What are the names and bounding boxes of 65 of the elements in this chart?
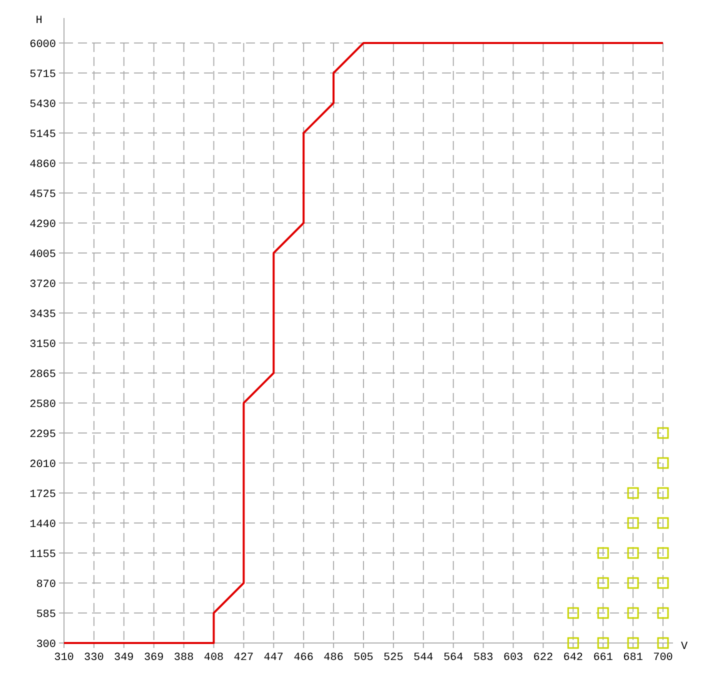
x-tick-label: 544	[413, 652, 434, 664]
x-tick-label: 681	[623, 652, 644, 664]
y-tick-label: 585	[36, 609, 56, 621]
x-tick-label: 310	[54, 652, 74, 664]
y-tick-label: 4575	[30, 189, 56, 201]
y-tick-label: 4290	[30, 219, 56, 231]
point	[597, 547, 609, 559]
x-tick-label: 525	[384, 652, 404, 664]
point	[657, 547, 669, 559]
y-tick-label: 6000	[30, 39, 56, 51]
x-axis-title: V	[681, 641, 688, 653]
x-tick-label: 349	[114, 652, 134, 664]
point	[627, 517, 639, 529]
point	[627, 577, 639, 589]
x-tick-label: 603	[503, 652, 524, 664]
point	[657, 487, 669, 499]
y-axis-title: H	[36, 15, 42, 27]
y-tick-label: 2010	[30, 459, 56, 471]
y-tick-label: 1725	[30, 489, 56, 501]
y-tick-label: 3150	[30, 339, 56, 351]
x-tick-label: 486	[324, 652, 344, 664]
x-tick-label: 700	[653, 652, 673, 664]
point	[567, 607, 579, 619]
point	[657, 457, 669, 469]
y-tick-label: 5715	[30, 69, 56, 81]
y-tick-label: 3435	[30, 309, 56, 321]
y-tick-label: 1440	[30, 519, 56, 531]
x-tick-label: 642	[563, 652, 584, 664]
x-tick-label: 466	[294, 652, 314, 664]
point	[657, 577, 669, 589]
x-tick-label: 583	[473, 652, 494, 664]
y-tick-label: 2295	[30, 429, 56, 441]
x-tick-label: 330	[84, 652, 104, 664]
point	[627, 607, 639, 619]
y-tick-label: 5430	[30, 99, 56, 111]
y-tick-label: 3720	[30, 279, 56, 291]
x-tick-label: 369	[144, 652, 164, 664]
point	[627, 487, 639, 499]
y-tick-label: 4005	[30, 249, 56, 261]
point	[657, 637, 669, 649]
point	[597, 637, 609, 649]
point	[597, 577, 609, 589]
point	[657, 607, 669, 619]
y-tick-label: 1155	[30, 549, 56, 561]
y-tick-label: 300	[36, 639, 56, 651]
line-series	[63, 42, 664, 644]
x-tick-label: 388	[174, 652, 194, 664]
x-tick-label: 661	[593, 652, 614, 664]
x-tick-label: 622	[533, 652, 554, 664]
x-tick-label: 564	[443, 652, 464, 664]
point	[627, 637, 639, 649]
y-tick-label: 4860	[30, 159, 56, 171]
x-tick-label: 408	[204, 652, 224, 664]
x-tick-label: 447	[264, 652, 284, 664]
point	[627, 547, 639, 559]
point	[567, 637, 579, 649]
y-tick-label: 2865	[30, 369, 56, 381]
x-tick-label: 505	[354, 652, 374, 664]
x-tick-label: 427	[234, 652, 254, 664]
y-tick-label: 5145	[30, 129, 56, 141]
point	[657, 517, 669, 529]
point	[597, 607, 609, 619]
point	[657, 427, 669, 439]
y-tick-label: 870	[36, 579, 56, 591]
y-tick-label: 2580	[30, 399, 56, 411]
